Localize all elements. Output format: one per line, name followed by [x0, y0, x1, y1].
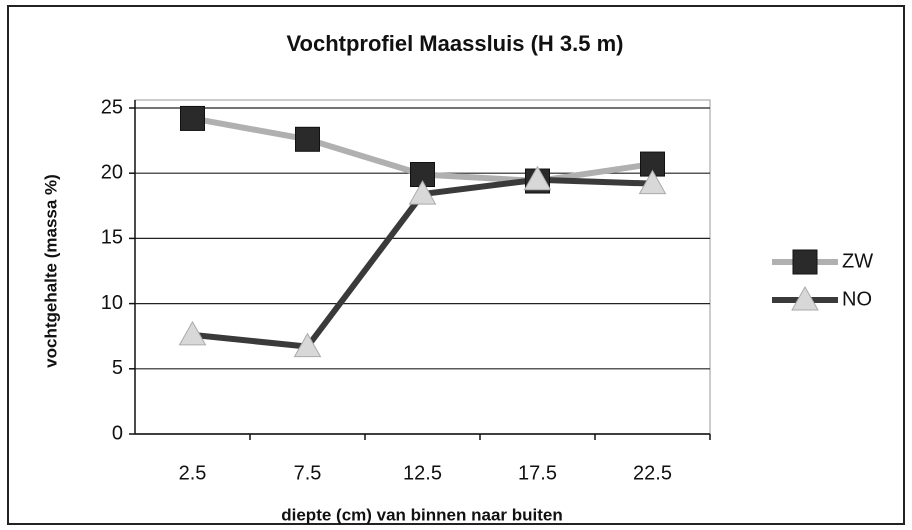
x-tick-label: 17.5 [518, 462, 557, 484]
marker [408, 180, 437, 205]
chart-frame [7, 5, 905, 525]
y-tick-label: 20 [101, 161, 123, 183]
y-tick-label: 10 [101, 292, 123, 314]
y-tick-label: 5 [112, 357, 123, 379]
legend-label: ZW [842, 250, 873, 272]
x-tick-label: 2.5 [179, 462, 207, 484]
y-axis-label: vochtgehalte (massa %) [41, 174, 60, 368]
y-tick-label: 25 [101, 96, 123, 118]
x-tick-label: 7.5 [294, 462, 322, 484]
marker [295, 126, 320, 152]
x-tick-label: 12.5 [403, 462, 442, 484]
marker [638, 169, 667, 195]
marker [792, 249, 818, 275]
legend-label: NO [842, 288, 872, 310]
x-tick-label: 22.5 [633, 462, 672, 484]
marker [178, 320, 207, 346]
chart-title: Vochtprofiel Maassluis (H 3.5 m) [286, 31, 623, 56]
y-tick-label: 0 [112, 422, 123, 444]
marker [180, 105, 205, 131]
marker [293, 332, 322, 358]
x-axis-label: diepte (cm) van binnen naar buiten [281, 505, 562, 524]
y-tick-label: 15 [101, 227, 123, 249]
marker [523, 165, 552, 191]
marker [791, 285, 819, 311]
